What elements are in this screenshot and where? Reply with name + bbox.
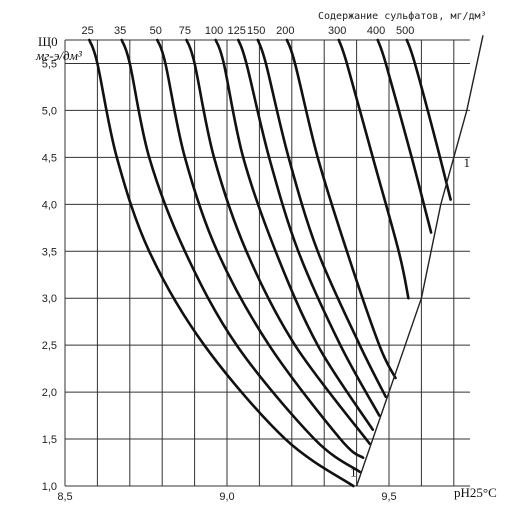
annotations: 11 [350,155,470,480]
y-tick-label: 4,0 [42,199,57,211]
series-label-500: 500 [396,25,414,37]
series-curve-75 [185,38,371,445]
series-curve-25 [88,38,355,488]
chart-grid [64,39,470,487]
series-label-400: 400 [367,25,385,37]
x-axis: 8,5 9,0 9,5 [57,491,396,503]
series-label-125: 125 [228,25,246,37]
x-tick-label: 9,0 [219,491,234,503]
series-label-50: 50 [150,25,162,37]
y-tick-label: 2,0 [42,387,57,399]
x-tick-label: 8,5 [57,491,72,503]
series-label-25: 25 [82,25,94,37]
y-tick-label: 3,5 [42,246,57,258]
y-tick-label: 5,0 [42,105,57,117]
series-curve-35 [120,38,362,474]
y-tick-label: 1,0 [42,481,57,493]
series-curve-400 [376,38,433,234]
series-curve-300 [337,38,410,300]
series-label-100: 100 [205,25,223,37]
y-tick-label: 5,5 [42,58,57,70]
chart-title: Содержание сульфатов, мг/дм³ [318,10,487,22]
series-curve-125 [237,38,381,417]
y-tick-label: 3,0 [42,293,57,305]
x-axis-label: pH25°C [454,485,497,500]
series-curve-150 [256,38,388,399]
series-label-300: 300 [328,25,346,37]
y-tick-label: 1,5 [42,434,57,446]
x-tick-label: 9,5 [381,491,396,503]
annotation-2: 1 [464,155,471,170]
series-curve-500 [405,38,452,201]
series-curves [88,38,452,488]
y-tick-label: 4,5 [42,152,57,164]
series-curve-100 [214,38,375,431]
series-label-75: 75 [179,25,191,37]
y-axis: 1,0 1,5 2,0 2,5 3,0 3,5 4,0 4,5 5,0 5,5 [42,58,57,493]
y-tick-label: 2,5 [42,340,57,352]
series-label-35: 35 [114,25,126,37]
boundary-line [355,35,484,487]
series-labels: 25 35 50 75 100 125 150 200 300 400 500 [82,25,415,37]
annotation-1: 1 [350,465,357,480]
y-axis-unit: мг-э/дм³ [35,48,83,63]
y-axis-label: Щ0 [38,34,58,49]
series-label-150: 150 [247,25,265,37]
series-curve-50 [156,38,365,460]
series-curve-200 [285,38,397,380]
series-label-200: 200 [276,25,294,37]
